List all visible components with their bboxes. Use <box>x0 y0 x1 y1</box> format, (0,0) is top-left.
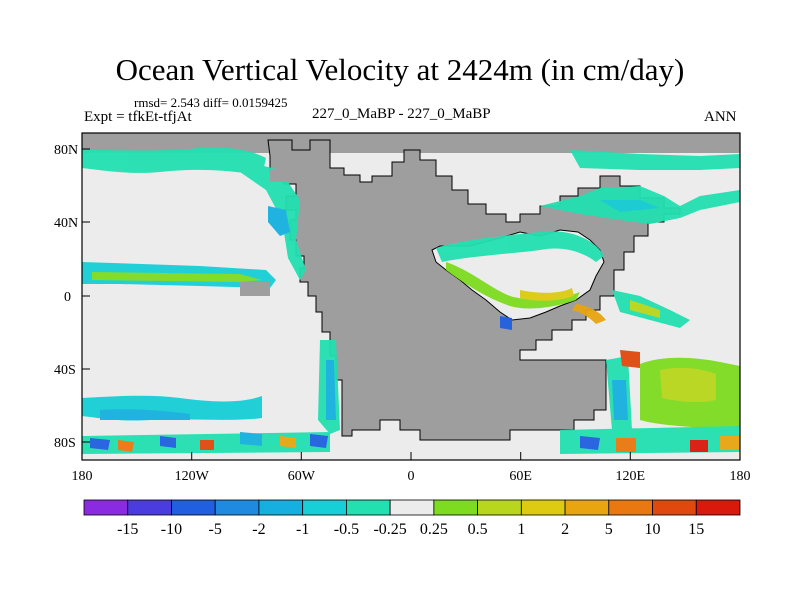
colorbar-swatch <box>127 499 172 516</box>
colorbar: -15 -10 -5 -2 -1 -0.5 -0.25 0.25 0.5 1 2 5 10 15 <box>83 499 741 538</box>
colorbar-level-label: -2 <box>252 521 265 538</box>
x-tick-label: 60E <box>509 469 532 484</box>
colorbar-swatch <box>695 499 741 516</box>
colorbar-swatch <box>520 499 566 516</box>
colorbar-level-label: 5 <box>605 521 613 538</box>
arctic-land <box>82 133 740 153</box>
colorbar-level-label: 1 <box>517 521 525 538</box>
y-axis: 80N 40N 0 40S 80S <box>54 143 90 451</box>
x-tick-label: 120E <box>616 469 646 484</box>
x-axis: 180 120W 60W 0 60E 120E 180 <box>72 452 751 484</box>
season-label: ANN <box>704 109 737 125</box>
x-tick-label: 120W <box>175 469 210 484</box>
y-tick-label: 40N <box>54 216 78 231</box>
colorbar-swatch <box>345 499 391 516</box>
x-tick-label: 0 <box>408 469 415 484</box>
colorbar-level-label: 15 <box>688 521 704 538</box>
case-comparison-label: 227_0_MaBP - 227_0_MaBP <box>312 106 491 122</box>
colorbar-swatch <box>652 499 697 516</box>
land-patch <box>240 282 270 296</box>
colorbar-swatch <box>214 499 260 516</box>
experiment-label: Expt = tfkEt-tfjAt <box>84 109 192 125</box>
y-tick-label: 80S <box>54 436 76 451</box>
colorbar-level-label: -5 <box>209 521 222 538</box>
colorbar-swatch <box>258 499 304 516</box>
x-tick-label: 180 <box>72 469 93 484</box>
rmsd-diff-stats: rmsd= 2.543 diff= 0.0159425 <box>134 95 288 110</box>
colorbar-swatch <box>477 499 522 516</box>
colorbar-swatch <box>171 499 216 516</box>
x-tick-label: 180 <box>730 469 751 484</box>
colorbar-level-label: 0.5 <box>468 521 488 538</box>
colorbar-swatch <box>608 499 653 516</box>
colorbar-swatch <box>389 499 435 516</box>
colorbar-swatch <box>564 499 610 516</box>
colorbar-level-label: -1 <box>296 521 309 538</box>
colorbar-level-label: -0.25 <box>373 521 406 538</box>
y-tick-label: 0 <box>64 290 71 305</box>
x-tick-label: 60W <box>288 469 316 484</box>
colorbar-level-label: 2 <box>561 521 569 538</box>
colorbar-level-label: -0.5 <box>334 521 359 538</box>
colorbar-swatch <box>433 499 478 516</box>
colorbar-level-label: 0.25 <box>420 521 448 538</box>
map-field <box>82 133 740 460</box>
chart-title: Ocean Vertical Velocity at 2424m (in cm/… <box>115 52 685 87</box>
colorbar-level-label: -15 <box>117 521 138 538</box>
land-patch <box>270 170 290 182</box>
colorbar-swatch <box>83 499 129 516</box>
colorbar-level-label: 10 <box>645 521 661 538</box>
colorbar-level-label: -10 <box>161 521 182 538</box>
y-tick-label: 80N <box>54 143 78 158</box>
y-tick-label: 40S <box>54 363 76 378</box>
colorbar-swatch <box>302 499 347 516</box>
velocity-contours <box>82 147 740 454</box>
